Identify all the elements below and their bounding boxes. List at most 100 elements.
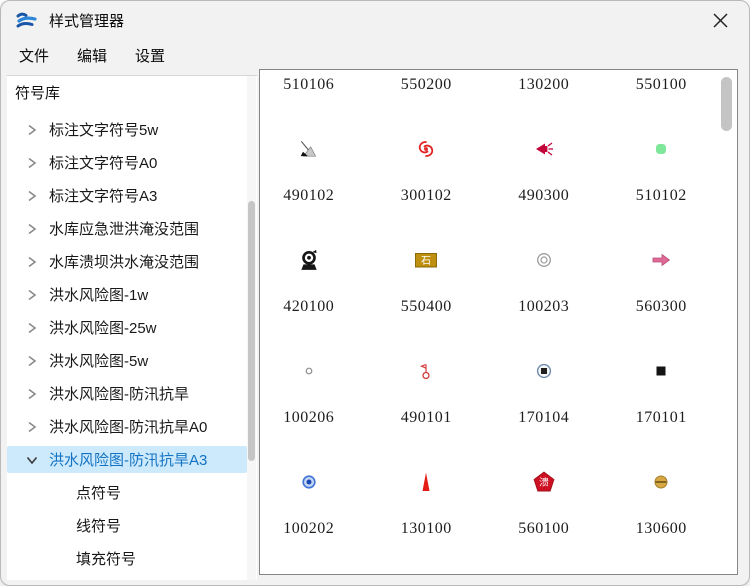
tree-item-洪水风险图-5w[interactable]: 洪水风险图-5w bbox=[7, 344, 257, 377]
tree-item-标注文字符号A0[interactable]: 标注文字符号A0 bbox=[7, 146, 257, 179]
symbol-cell[interactable]: 170101 bbox=[603, 341, 721, 452]
symbol-cell[interactable]: 420100 bbox=[260, 230, 368, 341]
chevron-down-icon[interactable] bbox=[23, 451, 41, 469]
tree-item-label-wrap[interactable]: 水库溃坝洪水淹没范围 bbox=[7, 248, 247, 275]
tree-item-水库应急泄洪淹没范围[interactable]: 水库应急泄洪淹没范围 bbox=[7, 212, 257, 245]
app-logo-icon bbox=[15, 8, 39, 32]
tree-item-label: 填充符号 bbox=[76, 551, 137, 568]
tree-item-label-wrap[interactable]: 洪水风险图-防汛抗旱 bbox=[7, 380, 247, 407]
chevron-right-icon[interactable] bbox=[23, 352, 41, 370]
menu-item-2[interactable]: 设置 bbox=[135, 47, 166, 65]
close-icon[interactable] bbox=[705, 5, 735, 35]
menu-bar: 文件 编辑 设置 bbox=[1, 39, 749, 71]
tree-item-label-wrap[interactable]: 填充符号 bbox=[7, 545, 247, 572]
sidebar-scrollbar[interactable] bbox=[247, 76, 256, 580]
tree-item-洪水风险图-25w[interactable]: 洪水风险图-25w bbox=[7, 311, 257, 344]
tree-item-标注文字符号5w[interactable]: 标注文字符号5w bbox=[7, 113, 257, 146]
chevron-right-icon[interactable] bbox=[23, 154, 41, 172]
sidebar-scrollbar-thumb[interactable] bbox=[248, 201, 255, 461]
chevron-right-icon[interactable] bbox=[23, 319, 41, 337]
window-title: 样式管理器 bbox=[49, 12, 125, 30]
tree-item-水库溃坝洪水淹没范围[interactable]: 水库溃坝洪水淹没范围 bbox=[7, 245, 257, 278]
red-station-flag-icon bbox=[368, 341, 486, 401]
tree-item-点符号[interactable]: 点符号 bbox=[7, 476, 257, 509]
green-dot-icon bbox=[603, 119, 721, 179]
tree-item-label-wrap[interactable]: 标注文字符号A3 bbox=[7, 182, 247, 209]
chevron-right-icon[interactable] bbox=[23, 220, 41, 238]
title-bar: 样式管理器 bbox=[1, 1, 749, 39]
tree-item-label: 洪水风险图-25w bbox=[49, 320, 157, 337]
red-typhoon-icon bbox=[368, 119, 486, 179]
symbol-code: 130600 bbox=[635, 520, 687, 537]
chevron-right-icon[interactable] bbox=[23, 121, 41, 139]
chevron-right-icon[interactable] bbox=[23, 286, 41, 304]
grid-scrollbar-thumb[interactable] bbox=[721, 77, 732, 131]
symbol-cell[interactable]: 490102 bbox=[260, 119, 368, 230]
tree-item-label-wrap[interactable]: 点符号 bbox=[7, 479, 247, 506]
tree-item-label: 洪水风险图-5w bbox=[49, 353, 149, 370]
tree-item-label-wrap[interactable]: 洪水风险图-防汛抗旱A0 bbox=[7, 413, 247, 440]
tree-item-label-wrap[interactable]: 标注文字符号5w bbox=[7, 116, 247, 143]
symbol-cell[interactable]: 130200 bbox=[485, 70, 603, 119]
tree-item-label: 线符号 bbox=[76, 518, 122, 535]
symbol-cell[interactable]: 300102 bbox=[368, 119, 486, 230]
tree-item-label: 点符号 bbox=[76, 485, 122, 502]
symbol-grid-panel: 510106 550200 130200 550100 490102 300102 4… bbox=[259, 69, 738, 575]
grid-scrollbar[interactable] bbox=[721, 70, 734, 574]
symbol-code: 510102 bbox=[635, 187, 687, 204]
tree-item-label-wrap[interactable]: 线符号 bbox=[7, 512, 247, 539]
tree-item-label-wrap[interactable]: 洪水风险图-防汛抗旱A3 bbox=[7, 446, 247, 473]
symbol-code: 550400 bbox=[400, 298, 452, 315]
menu-item-1[interactable]: 编辑 bbox=[77, 47, 108, 65]
tree-item-线符号[interactable]: 线符号 bbox=[7, 509, 257, 542]
pink-arrow-right-icon bbox=[603, 230, 721, 290]
tree-item-label: 洪水风险图-防汛抗旱A3 bbox=[49, 452, 208, 469]
symbol-cell[interactable]: 100206 bbox=[260, 341, 368, 452]
symbol-cell[interactable]: 490101 bbox=[368, 341, 486, 452]
symbol-cell[interactable]: 溃 560100 bbox=[485, 452, 603, 563]
menu-item-0[interactable]: 文件 bbox=[19, 47, 50, 65]
red-pentagon-icon: 溃 bbox=[485, 452, 603, 512]
symbol-cell[interactable]: 100203 bbox=[485, 230, 603, 341]
tree-item-label: 洪水风险图-防汛抗旱 bbox=[49, 386, 189, 403]
tree-item-label-wrap[interactable]: 标注文字符号A0 bbox=[7, 149, 247, 176]
symbol-code: 100202 bbox=[283, 520, 335, 537]
tree-item-label-wrap[interactable]: 水库应急泄洪淹没范围 bbox=[7, 215, 247, 242]
symbol-cell[interactable]: 560300 bbox=[603, 230, 721, 341]
tree-item-洪水风险图-1w[interactable]: 洪水风险图-1w bbox=[7, 278, 257, 311]
symbol-cell[interactable]: 130600 bbox=[603, 452, 721, 563]
tree-item-填充符号[interactable]: 填充符号 bbox=[7, 542, 257, 575]
symbol-code: 550100 bbox=[635, 76, 687, 93]
tree-item-标注文字符号A3[interactable]: 标注文字符号A3 bbox=[7, 179, 257, 212]
chevron-right-icon[interactable] bbox=[23, 385, 41, 403]
symbol-cell[interactable]: 510106 bbox=[260, 70, 368, 119]
tree-item-label: 水库应急泄洪淹没范围 bbox=[49, 221, 200, 238]
tree-item-洪水风险图-防汛抗旱A3[interactable]: 洪水风险图-防汛抗旱A3 bbox=[7, 443, 257, 476]
symbol-cell[interactable]: 490300 bbox=[485, 119, 603, 230]
symbol-code: 510106 bbox=[283, 76, 335, 93]
symbol-library-panel: 符号库 标注文字符号5w 标注文字符号A0 标注文字符号A3 水库应急泄洪淹没范围 水库… bbox=[7, 75, 257, 580]
symbol-cell[interactable]: 550100 bbox=[603, 70, 721, 119]
chevron-right-icon[interactable] bbox=[23, 418, 41, 436]
symbol-code: 550200 bbox=[400, 76, 452, 93]
symbol-code: 490300 bbox=[518, 187, 570, 204]
black-square-icon bbox=[603, 341, 721, 401]
tree-item-label-wrap[interactable]: 洪水风险图-5w bbox=[7, 347, 247, 374]
symbol-code: 100206 bbox=[283, 409, 335, 426]
symbol-cell[interactable]: 510102 bbox=[603, 119, 721, 230]
symbol-cell[interactable]: 130100 bbox=[368, 452, 486, 563]
symbol-cell[interactable]: 石 550400 bbox=[368, 230, 486, 341]
symbol-code: 420100 bbox=[283, 298, 335, 315]
tree-item-洪水风险图-防汛抗旱A0[interactable]: 洪水风险图-防汛抗旱A0 bbox=[7, 410, 257, 443]
chevron-right-icon[interactable] bbox=[23, 253, 41, 271]
tree-item-label-wrap[interactable]: 洪水风险图-25w bbox=[7, 314, 247, 341]
tree-item-label: 标注文字符号5w bbox=[49, 122, 159, 139]
tree-item-label: 洪水风险图-1w bbox=[49, 287, 149, 304]
chevron-right-icon[interactable] bbox=[23, 187, 41, 205]
symbol-cell[interactable]: 170104 bbox=[485, 341, 603, 452]
symbol-cell[interactable]: 550200 bbox=[368, 70, 486, 119]
symbol-cell[interactable]: 100202 bbox=[260, 452, 368, 563]
tree-item-label-wrap[interactable]: 洪水风险图-1w bbox=[7, 281, 247, 308]
tree-item-洪水风险图-防汛抗旱[interactable]: 洪水风险图-防汛抗旱 bbox=[7, 377, 257, 410]
gold-disc-line-icon bbox=[603, 452, 721, 512]
